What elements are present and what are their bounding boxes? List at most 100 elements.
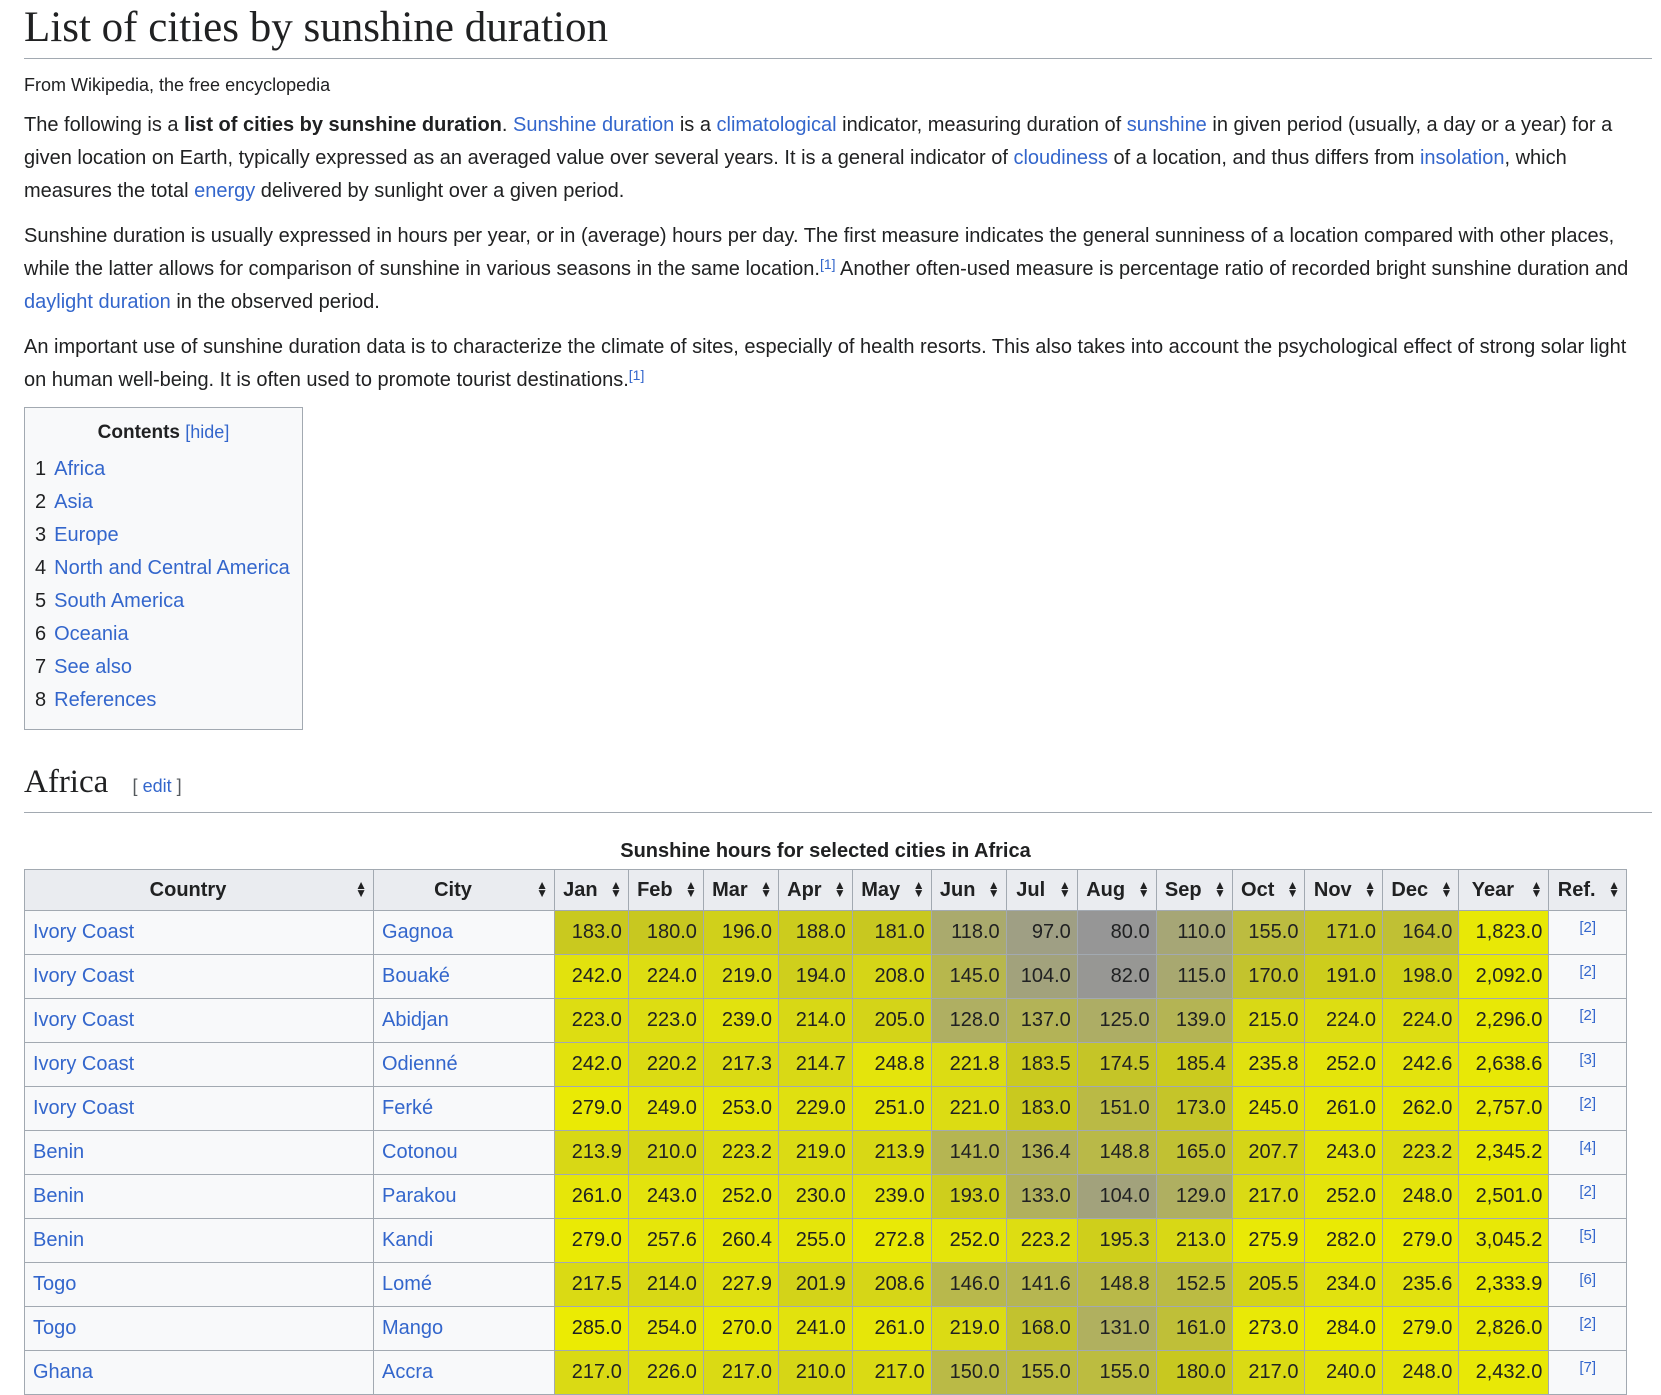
- citation-ref[interactable]: [5]: [1579, 1227, 1596, 1244]
- country-link[interactable]: Benin: [33, 1229, 85, 1251]
- country-link[interactable]: Ivory Coast: [33, 921, 135, 943]
- column-header[interactable]: Jan ▲ ▼: [554, 869, 629, 911]
- citation-ref[interactable]: [2]: [1579, 919, 1596, 936]
- column-header[interactable]: Dec ▲ ▼: [1382, 869, 1460, 911]
- sort-icon[interactable]: ▲ ▼: [912, 878, 925, 900]
- column-header[interactable]: Country ▲ ▼: [24, 869, 374, 911]
- sort-icon[interactable]: ▲ ▼: [536, 878, 548, 900]
- column-header[interactable]: May ▲ ▼: [851, 869, 932, 911]
- country-link[interactable]: Togo: [33, 1273, 77, 1295]
- citation-ref[interactable]: [1]: [628, 367, 645, 383]
- toc-item: 5 South America: [35, 585, 292, 618]
- city-cell: Cotonou: [373, 1130, 555, 1175]
- city-cell: Mango: [373, 1306, 555, 1351]
- country-link[interactable]: Ivory Coast: [33, 1053, 135, 1075]
- column-header[interactable]: Sep ▲ ▼: [1155, 869, 1233, 911]
- country-link[interactable]: Benin: [33, 1141, 85, 1163]
- sort-icon[interactable]: ▲ ▼: [609, 878, 622, 900]
- country-link[interactable]: Benin: [33, 1185, 85, 1207]
- toc-link[interactable]: Europe: [54, 524, 119, 546]
- city-link[interactable]: Odienné: [382, 1053, 458, 1075]
- city-link[interactable]: Abidjan: [382, 1009, 449, 1031]
- city-link[interactable]: Kandi: [382, 1229, 434, 1251]
- column-header[interactable]: Apr ▲ ▼: [777, 869, 853, 911]
- ref-cell: [7]: [1548, 1350, 1627, 1395]
- column-header[interactable]: Ref. ▲ ▼: [1548, 869, 1627, 911]
- month-value-cell: 219.0: [777, 1130, 853, 1175]
- sort-icon[interactable]: ▲ ▼: [355, 878, 367, 900]
- citation-ref[interactable]: [2]: [1579, 963, 1596, 980]
- column-header[interactable]: Feb ▲ ▼: [627, 869, 704, 911]
- toc-link[interactable]: See also: [54, 656, 132, 678]
- toc-link[interactable]: Asia: [54, 491, 94, 513]
- link-cloudiness[interactable]: cloudiness: [1013, 147, 1108, 169]
- toc-link[interactable]: Africa: [54, 458, 106, 480]
- column-header[interactable]: City ▲ ▼: [373, 869, 555, 911]
- city-link[interactable]: Cotonou: [382, 1141, 458, 1163]
- city-link[interactable]: Gagnoa: [382, 921, 454, 943]
- city-link[interactable]: Ferké: [382, 1097, 434, 1119]
- month-value-cell: 217.0: [554, 1350, 629, 1395]
- column-header[interactable]: Nov ▲ ▼: [1304, 869, 1384, 911]
- city-link[interactable]: Mango: [382, 1317, 444, 1339]
- column-header[interactable]: Year ▲ ▼: [1458, 869, 1550, 911]
- toc-link[interactable]: References: [54, 689, 157, 711]
- month-value-cell: 125.0: [1076, 998, 1157, 1043]
- sort-icon[interactable]: ▲ ▼: [1530, 878, 1543, 900]
- citation-ref[interactable]: [2]: [1579, 1315, 1596, 1332]
- toc-hide-toggle[interactable]: [hide]: [185, 422, 230, 442]
- sort-icon[interactable]: ▲ ▼: [1058, 878, 1071, 900]
- sort-icon[interactable]: ▲ ▼: [1214, 878, 1226, 900]
- link-climatological[interactable]: climatological: [716, 114, 837, 136]
- month-value-cell: 224.0: [627, 954, 704, 999]
- edit-link[interactable]: edit: [142, 776, 172, 796]
- country-link[interactable]: Ghana: [33, 1361, 94, 1383]
- citation-ref[interactable]: [2]: [1579, 1095, 1596, 1112]
- month-value-cell: 171.0: [1304, 910, 1384, 955]
- link-insolation[interactable]: insolation: [1419, 147, 1505, 169]
- column-header[interactable]: Oct ▲ ▼: [1231, 869, 1306, 911]
- toc-link[interactable]: North and Central America: [54, 557, 290, 579]
- city-link[interactable]: Bouaké: [382, 965, 450, 987]
- column-header[interactable]: Jun ▲ ▼: [930, 869, 1007, 911]
- sort-icon[interactable]: ▲ ▼: [1364, 878, 1377, 900]
- link-sunshine[interactable]: sunshine: [1126, 114, 1207, 136]
- country-link[interactable]: Ivory Coast: [33, 965, 135, 987]
- month-value-cell: 253.0: [702, 1086, 779, 1131]
- city-link[interactable]: Accra: [382, 1361, 434, 1383]
- column-header[interactable]: Mar ▲ ▼: [702, 869, 779, 911]
- citation-ref[interactable]: [7]: [1579, 1359, 1596, 1376]
- sort-icon[interactable]: ▲ ▼: [1286, 878, 1299, 900]
- column-header[interactable]: Jul ▲ ▼: [1005, 869, 1078, 911]
- citation-ref[interactable]: [2]: [1579, 1183, 1596, 1200]
- city-link[interactable]: Parakou: [382, 1185, 457, 1207]
- sort-icon[interactable]: ▲ ▼: [987, 878, 1000, 900]
- toc-link[interactable]: Oceania: [54, 623, 129, 645]
- sort-icon[interactable]: ▲ ▼: [1608, 878, 1620, 900]
- toc-item-number: 4: [35, 557, 47, 579]
- sort-icon[interactable]: ▲ ▼: [760, 878, 772, 900]
- citation-ref[interactable]: [6]: [1579, 1271, 1596, 1288]
- link-daylight-duration[interactable]: daylight duration: [24, 291, 171, 313]
- column-header[interactable]: Aug ▲ ▼: [1076, 869, 1157, 911]
- toc-item-number: 3: [35, 524, 47, 546]
- sort-icon[interactable]: ▲ ▼: [1137, 878, 1150, 900]
- link-sunshine-duration[interactable]: Sunshine duration: [513, 114, 675, 136]
- sort-icon[interactable]: ▲ ▼: [685, 878, 697, 900]
- citation-ref[interactable]: [4]: [1579, 1139, 1596, 1156]
- city-link[interactable]: Lomé: [382, 1273, 433, 1295]
- toc-header: Contents [hide]: [35, 420, 292, 445]
- p1-text-2: .: [501, 114, 514, 136]
- toc-link[interactable]: South America: [54, 590, 185, 612]
- month-value-cell: 215.0: [1231, 998, 1306, 1043]
- link-energy[interactable]: energy: [194, 180, 256, 202]
- country-link[interactable]: Togo: [33, 1317, 77, 1339]
- sort-icon[interactable]: ▲ ▼: [833, 878, 846, 900]
- sort-icon[interactable]: ▲ ▼: [1440, 878, 1453, 900]
- country-link[interactable]: Ivory Coast: [33, 1009, 135, 1031]
- country-link[interactable]: Ivory Coast: [33, 1097, 135, 1119]
- citation-ref[interactable]: [3]: [1579, 1051, 1596, 1068]
- month-value-cell: 223.2: [702, 1130, 779, 1175]
- citation-ref[interactable]: [2]: [1579, 1007, 1596, 1024]
- citation-ref[interactable]: [1]: [819, 256, 836, 272]
